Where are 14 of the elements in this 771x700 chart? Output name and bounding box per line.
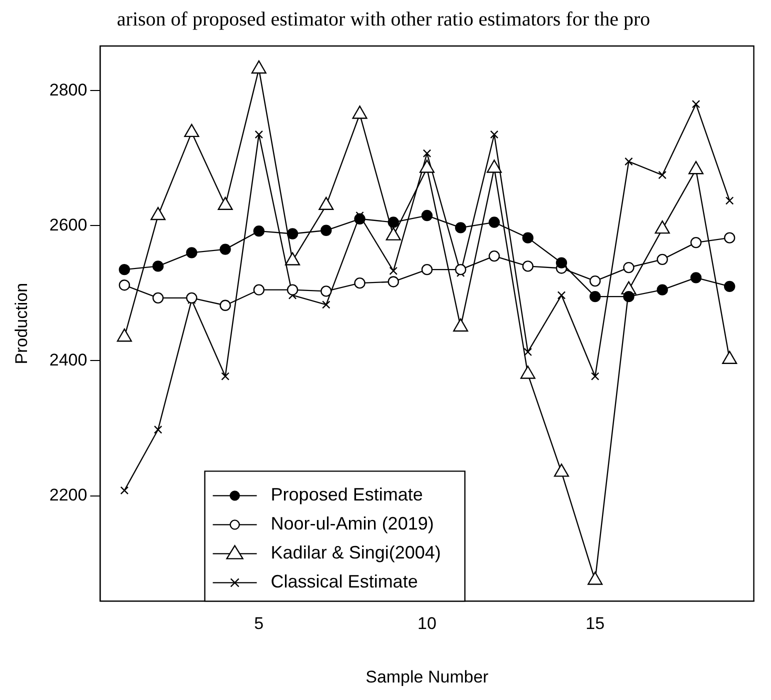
y-tick-label: 2600 [49, 215, 88, 234]
y-axis-title: Production [12, 282, 31, 364]
y-tick-label: 2800 [49, 80, 88, 100]
y-tick-label: 2200 [49, 486, 88, 505]
legend-label: Classical Estimate [270, 572, 418, 592]
legend-label: Kadilar & Singi(2004) [270, 542, 441, 563]
legend-label: Proposed Estimate [270, 484, 423, 505]
x-tick-label: 5 [254, 614, 264, 634]
y-tick-label: 2400 [49, 350, 88, 370]
x-axis-title: Sample Number [366, 667, 489, 686]
chart-title: arison of proposed estimator with other ratio estimators for the pro [116, 8, 650, 30]
legend-label: Noor-ul-Amin (2019) [270, 514, 434, 534]
x-tick-label: 10 [418, 614, 436, 634]
x-tick-label: 15 [586, 614, 605, 634]
